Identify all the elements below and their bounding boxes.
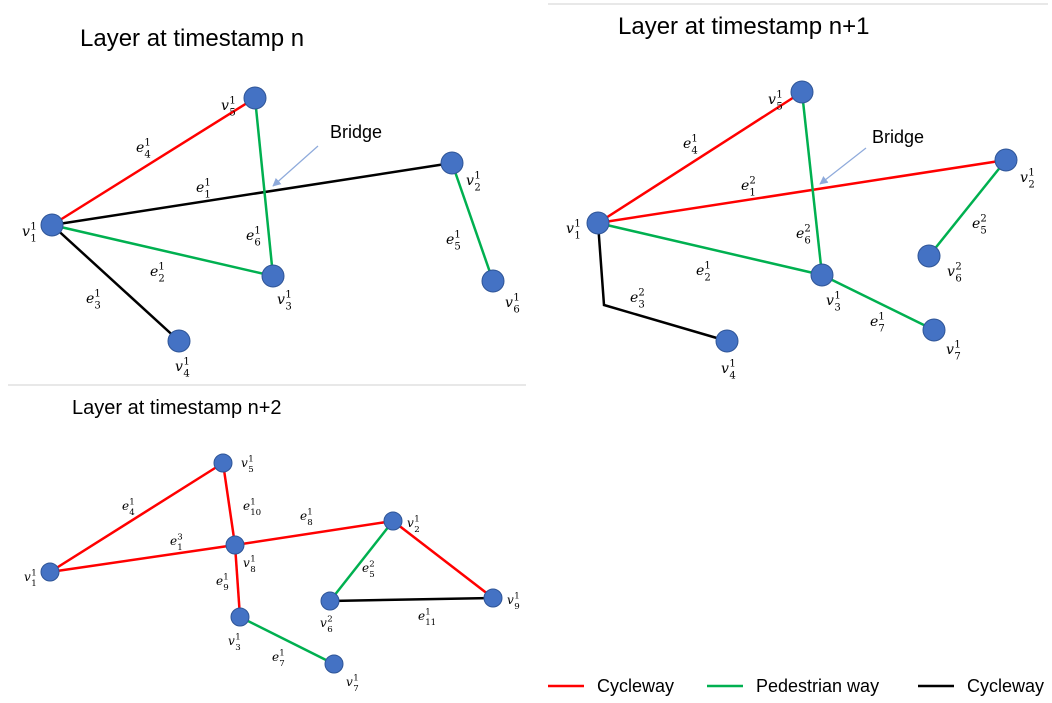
node-v7-p1 (922, 318, 946, 342)
bridge-annotation-n1: Bridge (872, 127, 924, 147)
node-label-v1-p0: v1 1 (22, 222, 37, 245)
node-v2-p0 (440, 151, 464, 175)
edge-label-e3-p1: e2 3 (630, 288, 645, 311)
node-label-v2-p0: v1 2 (466, 171, 481, 194)
node-label-v6-p2: v2 6 (320, 615, 333, 635)
edge-e1-p2 (49, 543, 236, 574)
edge-e5-p2 (329, 520, 394, 602)
node-label-v3-p0: v1 3 (277, 290, 292, 313)
edge-label-e11-p2: e1 11 (418, 608, 436, 628)
node-v5-p0 (243, 86, 267, 110)
edge-e1-p0 (51, 161, 453, 227)
edge-label-e1-p1: e2 1 (741, 176, 756, 199)
node-v8-p2 (225, 535, 245, 555)
bridge-annotation-n: Bridge (330, 122, 382, 142)
panel-title-n1: Layer at timestamp n+1 (618, 13, 869, 40)
edge-e1-p1 (597, 158, 1007, 225)
bridge-arrow-n1 (819, 147, 867, 185)
node-v5-p2 (213, 453, 233, 473)
edge-label-e1-p2: e3 1 (170, 533, 183, 553)
node-label-v5-p2: v1 5 (241, 455, 254, 475)
legend: Cycleway Pedestrian way Cycleway (548, 676, 1044, 696)
node-label-v3-p1: v1 3 (826, 291, 841, 314)
edge-e9-p2 (233, 544, 242, 618)
node-v6-p0 (481, 269, 505, 293)
node-label-v9-p2: v1 9 (507, 592, 520, 612)
edge-e2-p0 (51, 223, 274, 278)
legend-label-cycleway-red: Cycleway (597, 676, 674, 696)
node-v9-p2 (483, 588, 503, 608)
node-v1-p1 (586, 211, 610, 235)
edge-label-e2-p0: e1 2 (150, 262, 165, 285)
edge-e5-p0 (450, 162, 495, 282)
node-v2-p2 (383, 511, 403, 531)
edge-e2-p1 (597, 221, 823, 277)
bridge-arrow-n (272, 145, 319, 187)
edge-label-e7-p2: e1 7 (272, 649, 285, 669)
node-v4-p0 (167, 329, 191, 353)
edge-label-e5-p1: e2 5 (972, 214, 987, 237)
edge-e6-p0 (253, 97, 275, 277)
node-v4-p1 (715, 329, 739, 353)
edge-label-e2-p1: e1 2 (696, 261, 711, 284)
node-label-v1-p1: v1 1 (566, 219, 581, 242)
edge-e6-p1 (800, 91, 824, 276)
edge-label-e5-p2: e2 5 (362, 560, 375, 580)
edge-label-e6-p0: e1 6 (246, 226, 261, 249)
edge-label-e9-p2: e1 9 (216, 573, 229, 593)
edge-e4-p0 (51, 96, 256, 227)
edge-label-e4-p1: e1 4 (683, 134, 698, 157)
edge-e7-p2 (239, 615, 335, 666)
edge-label-e10-p2: e1 10 (243, 498, 261, 518)
node-v3-p1 (810, 263, 834, 287)
edge-label-e7-p1: e1 7 (870, 312, 885, 335)
node-v3-p2 (230, 607, 250, 627)
node-label-v4-p1: v1 4 (721, 359, 736, 382)
node-label-v6-p0: v1 6 (505, 293, 520, 316)
edge-label-e3-p0: e1 3 (86, 289, 101, 312)
node-v2-p1 (994, 148, 1018, 172)
node-v3-p0 (261, 264, 285, 288)
node-label-v3-p2: v1 3 (228, 633, 241, 653)
node-label-v2-p1: v1 2 (1020, 168, 1035, 191)
panel-title-n: Layer at timestamp n (80, 25, 304, 52)
node-v1-p0 (40, 213, 64, 237)
edge-e4-p1 (597, 90, 803, 225)
edge-label-e8-p2: e1 8 (300, 508, 313, 528)
node-v5-p1 (790, 80, 814, 104)
node-label-v8-p2: v1 8 (243, 555, 256, 575)
node-v7-p2 (324, 654, 344, 674)
edge-e3-p0 (51, 224, 180, 342)
edge-e8-p2 (234, 519, 394, 547)
edge-e5-p1 (928, 159, 1007, 257)
node-label-v4-p0: v1 4 (175, 357, 190, 380)
node-label-v7-p2: v1 7 (346, 674, 359, 694)
node-v6-p2 (320, 591, 340, 611)
legend-label-cycleway-black: Cycleway (967, 676, 1044, 696)
edge-e4-p2 (49, 461, 224, 574)
node-label-v5-p1: v1 5 (768, 90, 783, 113)
node-v6-p1 (917, 244, 941, 268)
edge-label-e4-p0: e1 4 (136, 138, 151, 161)
edge-label-e1-p0: e1 1 (196, 178, 211, 201)
node-label-v6-p1: v2 6 (947, 262, 962, 285)
node-label-v5-p0: v1 5 (221, 96, 236, 119)
panel-title-n2: Layer at timestamp n+2 (72, 397, 282, 419)
edge-label-e5-p0: e1 5 (446, 230, 461, 253)
node-v1-p2 (40, 562, 60, 582)
edge-label-e6-p1: e2 6 (796, 224, 811, 247)
node-label-v1-p2: v1 1 (24, 569, 37, 589)
edge-e2b-p2 (392, 520, 494, 599)
edge-e7-p1 (821, 273, 935, 332)
edge-label-e4-p2: e1 4 (122, 498, 135, 518)
edge-e3-p1 (596, 222, 728, 343)
node-label-v7-p1: v1 7 (946, 340, 961, 363)
edge-e10-p2 (221, 462, 237, 546)
legend-label-pedestrian: Pedestrian way (756, 676, 879, 696)
edge-e11-p2 (329, 596, 494, 603)
node-label-v2-p2: v1 2 (407, 515, 420, 535)
